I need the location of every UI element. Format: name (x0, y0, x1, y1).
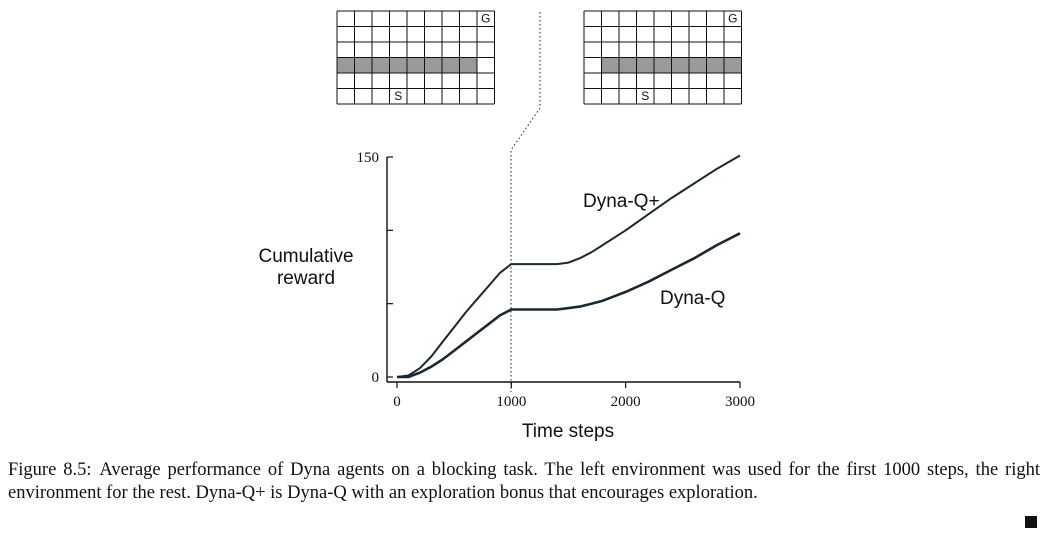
right-start-label: S (641, 89, 649, 103)
left-start-label: S (394, 89, 402, 103)
end-of-proof-mark (1025, 516, 1037, 528)
x-tick-label: 0 (393, 394, 401, 410)
series-line-dyna-q-plus (396, 154, 741, 378)
y-tick-label: 0 (372, 370, 380, 386)
y-axis-label-line: reward (277, 268, 335, 289)
chart-axes (386, 157, 740, 383)
x-tick-label: 2000 (611, 394, 641, 410)
x-tick-label: 1000 (496, 394, 526, 410)
switch-connector (510, 12, 541, 392)
series-label-dyna-q-plus: Dyna-Q+ (583, 191, 660, 212)
x-axis-label: Time steps (522, 421, 614, 442)
y-axis-label-line: Cumulative (258, 246, 353, 267)
figure-caption: Figure 8.5: Average performance of Dyna … (8, 459, 1040, 505)
series-group (396, 154, 741, 379)
y-axis-label: Cumulative reward (258, 246, 353, 289)
left-environment-grid: GS (336, 10, 495, 105)
y-ticks: 0 150 (357, 150, 393, 386)
x-ticks: 0 1000 2000 3000 (393, 382, 755, 410)
left-goal-label: G (481, 12, 490, 26)
caption-text: Average performance of Dyna agents on a … (8, 460, 1040, 503)
right-environment-grid: GS (583, 10, 742, 105)
series-label-dyna-q: Dyna-Q (660, 288, 725, 309)
caption-label: Figure 8.5: (8, 460, 92, 480)
y-tick-label: 150 (357, 150, 380, 166)
series-line-dyna-q (397, 232, 741, 379)
x-tick-label: 3000 (725, 394, 755, 410)
right-goal-label: G (728, 12, 737, 26)
